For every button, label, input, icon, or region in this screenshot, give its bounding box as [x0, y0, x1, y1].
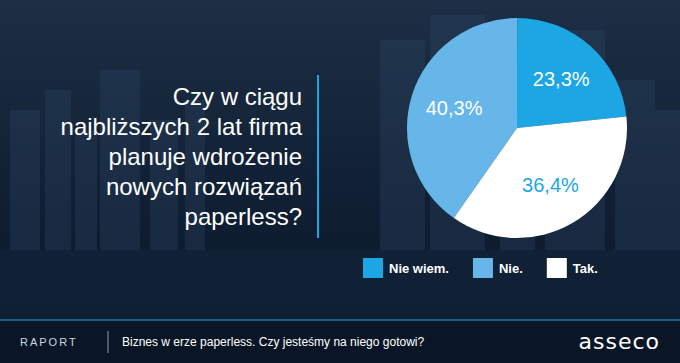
- background: [0, 0, 680, 363]
- legend-label: Nie wiem.: [389, 261, 449, 276]
- river: [0, 250, 680, 320]
- data-label: 40,3%: [426, 97, 483, 119]
- legend-swatch: [363, 258, 383, 278]
- footer-rule: [0, 320, 680, 321]
- slice: [517, 18, 626, 128]
- logo: asseco: [579, 329, 661, 354]
- data-label: 23,3%: [533, 68, 590, 90]
- legend: Nie wiem. Nie. Tak.: [363, 258, 598, 278]
- chart-root: Czy w ciągu najbliższych 2 lat firma planu…: [0, 0, 680, 363]
- legend-label: Nie.: [499, 261, 523, 276]
- footer-text: Biznes w erze paperless. Czy jesteśmy na…: [122, 335, 424, 349]
- legend-label: Tak.: [573, 261, 598, 276]
- legend-swatch: [473, 258, 493, 278]
- footer-bar: [0, 320, 680, 363]
- legend-swatch: [547, 258, 567, 278]
- footer-separator: [108, 331, 109, 353]
- pie: [407, 18, 627, 238]
- title-line: Czy w ciągu: [173, 83, 302, 110]
- footer-label: RAPORT: [20, 336, 78, 348]
- data-label: 36,4%: [522, 174, 579, 196]
- skyline: [10, 15, 680, 250]
- building: [10, 110, 40, 250]
- slice: [454, 117, 627, 238]
- title: Czy w ciągu najbliższych 2 lat firma planu…: [61, 83, 303, 230]
- building: [650, 110, 680, 250]
- title-line: paperless?: [185, 203, 302, 230]
- building: [75, 130, 97, 250]
- title-line: planuje wdrożenie: [109, 143, 302, 170]
- chart: Czy w ciągu najbliższych 2 lat firma planu…: [0, 0, 680, 363]
- divider: [317, 75, 319, 238]
- title-line: nowych rozwiązań: [106, 173, 302, 200]
- data-labels: 23,3% 40,3% 36,4%: [426, 68, 590, 196]
- title-line: najbliższych 2 lat firma: [61, 113, 303, 140]
